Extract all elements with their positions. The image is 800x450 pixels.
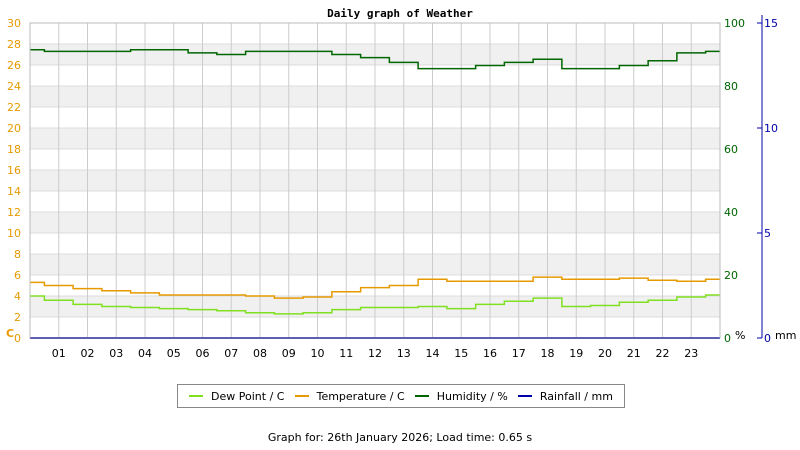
x-tick-label: 02	[81, 347, 95, 360]
y-left-tick-label: 2	[14, 311, 21, 324]
y-humidity-tick-label: 40	[724, 206, 738, 219]
x-tick-label: 19	[569, 347, 583, 360]
legend-swatch-temperature	[294, 395, 309, 397]
x-tick-label: 21	[627, 347, 641, 360]
x-tick-label: 13	[397, 347, 411, 360]
legend-label-humidity: Humidity / %	[436, 389, 508, 403]
legend-item-rainfall: Rainfall / mm	[517, 389, 613, 403]
y-rain-tick-label: 0	[764, 332, 771, 345]
y-left-tick-label: 8	[14, 248, 21, 261]
x-tick-label: 22	[656, 347, 670, 360]
y-left-tick-label: 26	[7, 59, 21, 72]
legend-label-dew-point: Dew Point / C	[211, 389, 285, 403]
x-tick-label: 20	[598, 347, 612, 360]
legend-label-rainfall: Rainfall / mm	[539, 389, 613, 403]
x-tick-label: 07	[224, 347, 238, 360]
x-tick-label: 16	[483, 347, 497, 360]
footer-text: Graph for: 26th January 2026; Load time:…	[267, 431, 533, 444]
y-left-tick-label: 28	[7, 38, 21, 51]
x-tick-label: 11	[339, 347, 353, 360]
axes: 01 02 03 04 05 06 07 08 09 10 11 12 13 14 15 16 17 18 19 20…	[7, 15, 778, 360]
x-tick-label: 10	[311, 347, 325, 360]
legend-item-temperature: Temperature / C	[294, 389, 405, 403]
y-humidity-unit-label: %	[735, 329, 745, 342]
y-left-tick-label: 4	[14, 290, 21, 303]
y-humidity-tick-label: 60	[724, 143, 738, 156]
x-tick-label: 06	[196, 347, 210, 360]
x-tick-label: 09	[282, 347, 296, 360]
x-tick-label: 03	[109, 347, 123, 360]
legend-swatch-dew-point	[189, 395, 204, 397]
legend-swatch-rainfall	[517, 395, 532, 397]
y-left-tick-label: 10	[7, 227, 21, 240]
y-rain-tick-label: 10	[764, 122, 778, 135]
legend-item-humidity: Humidity / %	[414, 389, 508, 403]
legend: Dew Point / C Temperature / C Humidity /…	[177, 384, 625, 408]
y-left-tick-label: 16	[7, 164, 21, 177]
y-left-unit-label: C	[6, 327, 14, 340]
x-tick-label: 05	[167, 347, 181, 360]
x-tick-label: 18	[541, 347, 555, 360]
x-tick-label: 12	[368, 347, 382, 360]
y-left-tick-label: 18	[7, 143, 21, 156]
series-line	[30, 294, 720, 315]
x-tick-label: 14	[426, 347, 440, 360]
y-left-tick-label: 24	[7, 80, 21, 93]
y-rain-tick-label: 15	[764, 17, 778, 30]
y-rain-tick-label: 5	[764, 227, 771, 240]
y-humidity-tick-label: 0	[724, 332, 731, 345]
x-tick-label: 23	[684, 347, 698, 360]
y-left-tick-label: 30	[7, 17, 21, 30]
y-rain-unit-label: mm	[775, 329, 796, 342]
y-left-tick-label: 14	[7, 185, 21, 198]
y-humidity-tick-label: 20	[724, 269, 738, 282]
series-line	[30, 276, 720, 299]
plot-border	[29, 22, 721, 339]
series-line	[30, 49, 720, 70]
y-left-tick-label: 22	[7, 101, 21, 114]
legend-label-temperature: Temperature / C	[316, 389, 405, 403]
y-humidity-tick-label: 100	[724, 17, 745, 30]
y-left-tick-label: 12	[7, 206, 21, 219]
legend-swatch-humidity	[414, 395, 429, 397]
legend-item-dew-point: Dew Point / C	[189, 390, 284, 403]
x-tick-label: 04	[138, 347, 152, 360]
y-left-tick-label: 6	[14, 269, 21, 282]
y-humidity-tick-label: 80	[724, 80, 738, 93]
chart-title: Daily graph of Weather	[327, 7, 473, 20]
x-tick-label: 01	[52, 347, 66, 360]
y-left-tick-label: 0	[14, 332, 21, 345]
y-left-tick-label: 20	[7, 122, 21, 135]
x-tick-label: 15	[454, 347, 468, 360]
x-tick-label: 17	[512, 347, 526, 360]
x-tick-label: 08	[253, 347, 267, 360]
